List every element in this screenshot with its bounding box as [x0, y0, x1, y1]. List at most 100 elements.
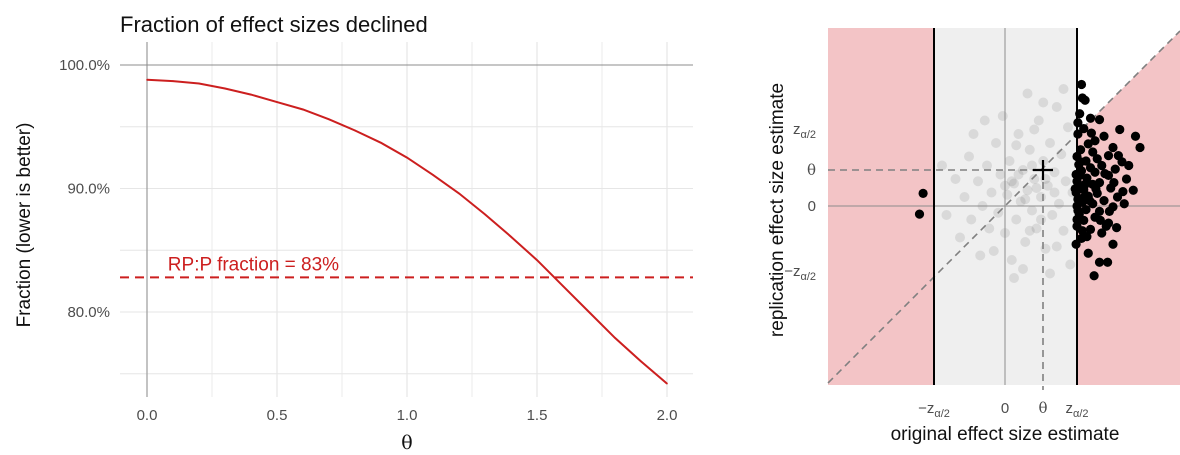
significant-point — [1079, 124, 1089, 134]
nonsignificant-point — [1031, 183, 1042, 193]
significant-point — [1088, 147, 1098, 157]
nonsignificant-point — [1022, 88, 1033, 99]
significant-point — [1100, 169, 1110, 179]
nonsignificant-point — [1011, 214, 1022, 225]
nonsignificant-point — [1036, 192, 1046, 202]
significant-point — [1130, 131, 1141, 141]
nonsignificant-point — [1033, 115, 1044, 126]
nonsignificant-point — [1049, 187, 1060, 198]
significant-point — [1108, 142, 1118, 153]
left-line-chart: Fraction of effect sizes declined 0.0 0.5… — [14, 12, 693, 454]
nonsignificant-point — [979, 115, 990, 126]
line-vertex — [328, 118, 330, 121]
nonsignificant-point — [997, 111, 1008, 121]
significant-point — [1076, 145, 1086, 155]
nonsignificant-point — [986, 187, 997, 198]
nonsignificant-point — [1060, 176, 1071, 187]
nonsignificant-point — [1045, 138, 1055, 148]
nonsignificant-point — [968, 129, 979, 139]
chart-title: Fraction of effect sizes declined — [120, 12, 428, 37]
significant-point — [1085, 224, 1096, 234]
significant-point — [1108, 239, 1118, 249]
nonsignificant-point — [1006, 255, 1017, 265]
line-vertex — [458, 192, 460, 195]
line-vertex — [276, 101, 278, 103]
significant-point — [1121, 174, 1132, 184]
significant-point — [1083, 139, 1093, 149]
y-tick-label: 80.0% — [67, 304, 110, 321]
nonsignificant-point — [1029, 124, 1040, 135]
nonsignificant-point — [1002, 189, 1013, 200]
nonsignificant-point — [1006, 176, 1017, 187]
significant-point — [1075, 109, 1085, 119]
nonsignificant-point — [995, 169, 1006, 180]
nonsignificant-point — [1027, 205, 1037, 216]
line-vertices — [146, 79, 668, 385]
line-vertex — [354, 129, 356, 132]
nonsignificant-point — [1045, 268, 1055, 279]
nonsignificant-point — [1011, 140, 1022, 151]
significant-point — [1092, 154, 1102, 164]
significant-point — [1115, 124, 1125, 135]
y-tick-label: 100.0% — [59, 57, 110, 74]
nonsignificant-point — [1022, 185, 1033, 196]
significant-point — [1070, 184, 1080, 194]
x-tick-label: 1.0 — [397, 407, 418, 424]
significant-point — [1073, 118, 1083, 128]
significant-point — [1124, 160, 1134, 171]
significant-point — [1135, 142, 1145, 153]
y-tick-pos-z: zα/2 — [793, 121, 816, 141]
nonsignificant-point — [941, 210, 952, 220]
line-vertex — [588, 311, 590, 313]
nonsignificant-point — [1049, 167, 1060, 178]
nonsignificant-point — [937, 160, 947, 171]
significant-point — [1076, 157, 1086, 167]
significant-point — [1072, 214, 1082, 225]
right-scatter-plot: −zα/2 0 θ zα/2 zα/2 θ 0 −zα/2 original effect s… — [767, 28, 1180, 445]
line-vertex — [172, 80, 174, 82]
nonsignificant-point — [1031, 223, 1042, 234]
significant-point — [1113, 151, 1123, 161]
significant-point — [1091, 184, 1101, 194]
significant-point — [1099, 196, 1109, 206]
y-axis-label: Fraction (lower is better) — [14, 123, 35, 328]
line-vertex — [380, 142, 382, 144]
significant-point — [1078, 193, 1088, 203]
significant-point — [914, 209, 925, 219]
nonsignificant-point — [950, 174, 961, 184]
significant-point — [1110, 164, 1120, 174]
significant-point — [1095, 215, 1105, 225]
nonsignificant-point — [1051, 241, 1062, 252]
nonsignificant-point — [1013, 129, 1024, 139]
nonsignificant-point — [1065, 259, 1076, 270]
significant-points — [914, 79, 1145, 281]
nonsignificant-point — [984, 223, 995, 234]
x-axis-label-right: original effect size estimate — [891, 424, 1120, 445]
nonsignificant-point — [1009, 178, 1019, 189]
theta-marker — [1033, 160, 1053, 180]
nonsignificant-point — [973, 176, 983, 187]
significant-point — [1094, 115, 1105, 125]
nonsignificant-point — [982, 160, 992, 171]
line-vertex — [666, 382, 668, 385]
nonsignificant-point — [1013, 169, 1024, 180]
line-vertex — [406, 156, 408, 159]
significant-point — [1077, 93, 1087, 103]
nonsignificant-point — [988, 246, 999, 256]
significant-point — [1082, 232, 1092, 242]
nonsignificant-point — [1051, 102, 1062, 112]
nonsignificant-point — [1009, 273, 1019, 283]
nonsignificant-point — [955, 232, 965, 243]
nonsignificant-point — [1047, 210, 1058, 220]
nonsignificant-point — [1004, 156, 1015, 166]
significant-point — [918, 188, 928, 198]
line-vertex — [198, 82, 200, 85]
x-axis-label: θ — [401, 432, 412, 454]
y-axis-label-right: replication effect size estimate — [767, 83, 788, 337]
line-vertex — [614, 337, 616, 339]
nonsignificant-point — [966, 214, 977, 225]
nonsignificant-point — [991, 138, 1001, 148]
x-tick-label: 0.0 — [137, 407, 158, 424]
nonsignificant-point — [1024, 144, 1035, 155]
nonsignificant-point — [1040, 243, 1051, 254]
